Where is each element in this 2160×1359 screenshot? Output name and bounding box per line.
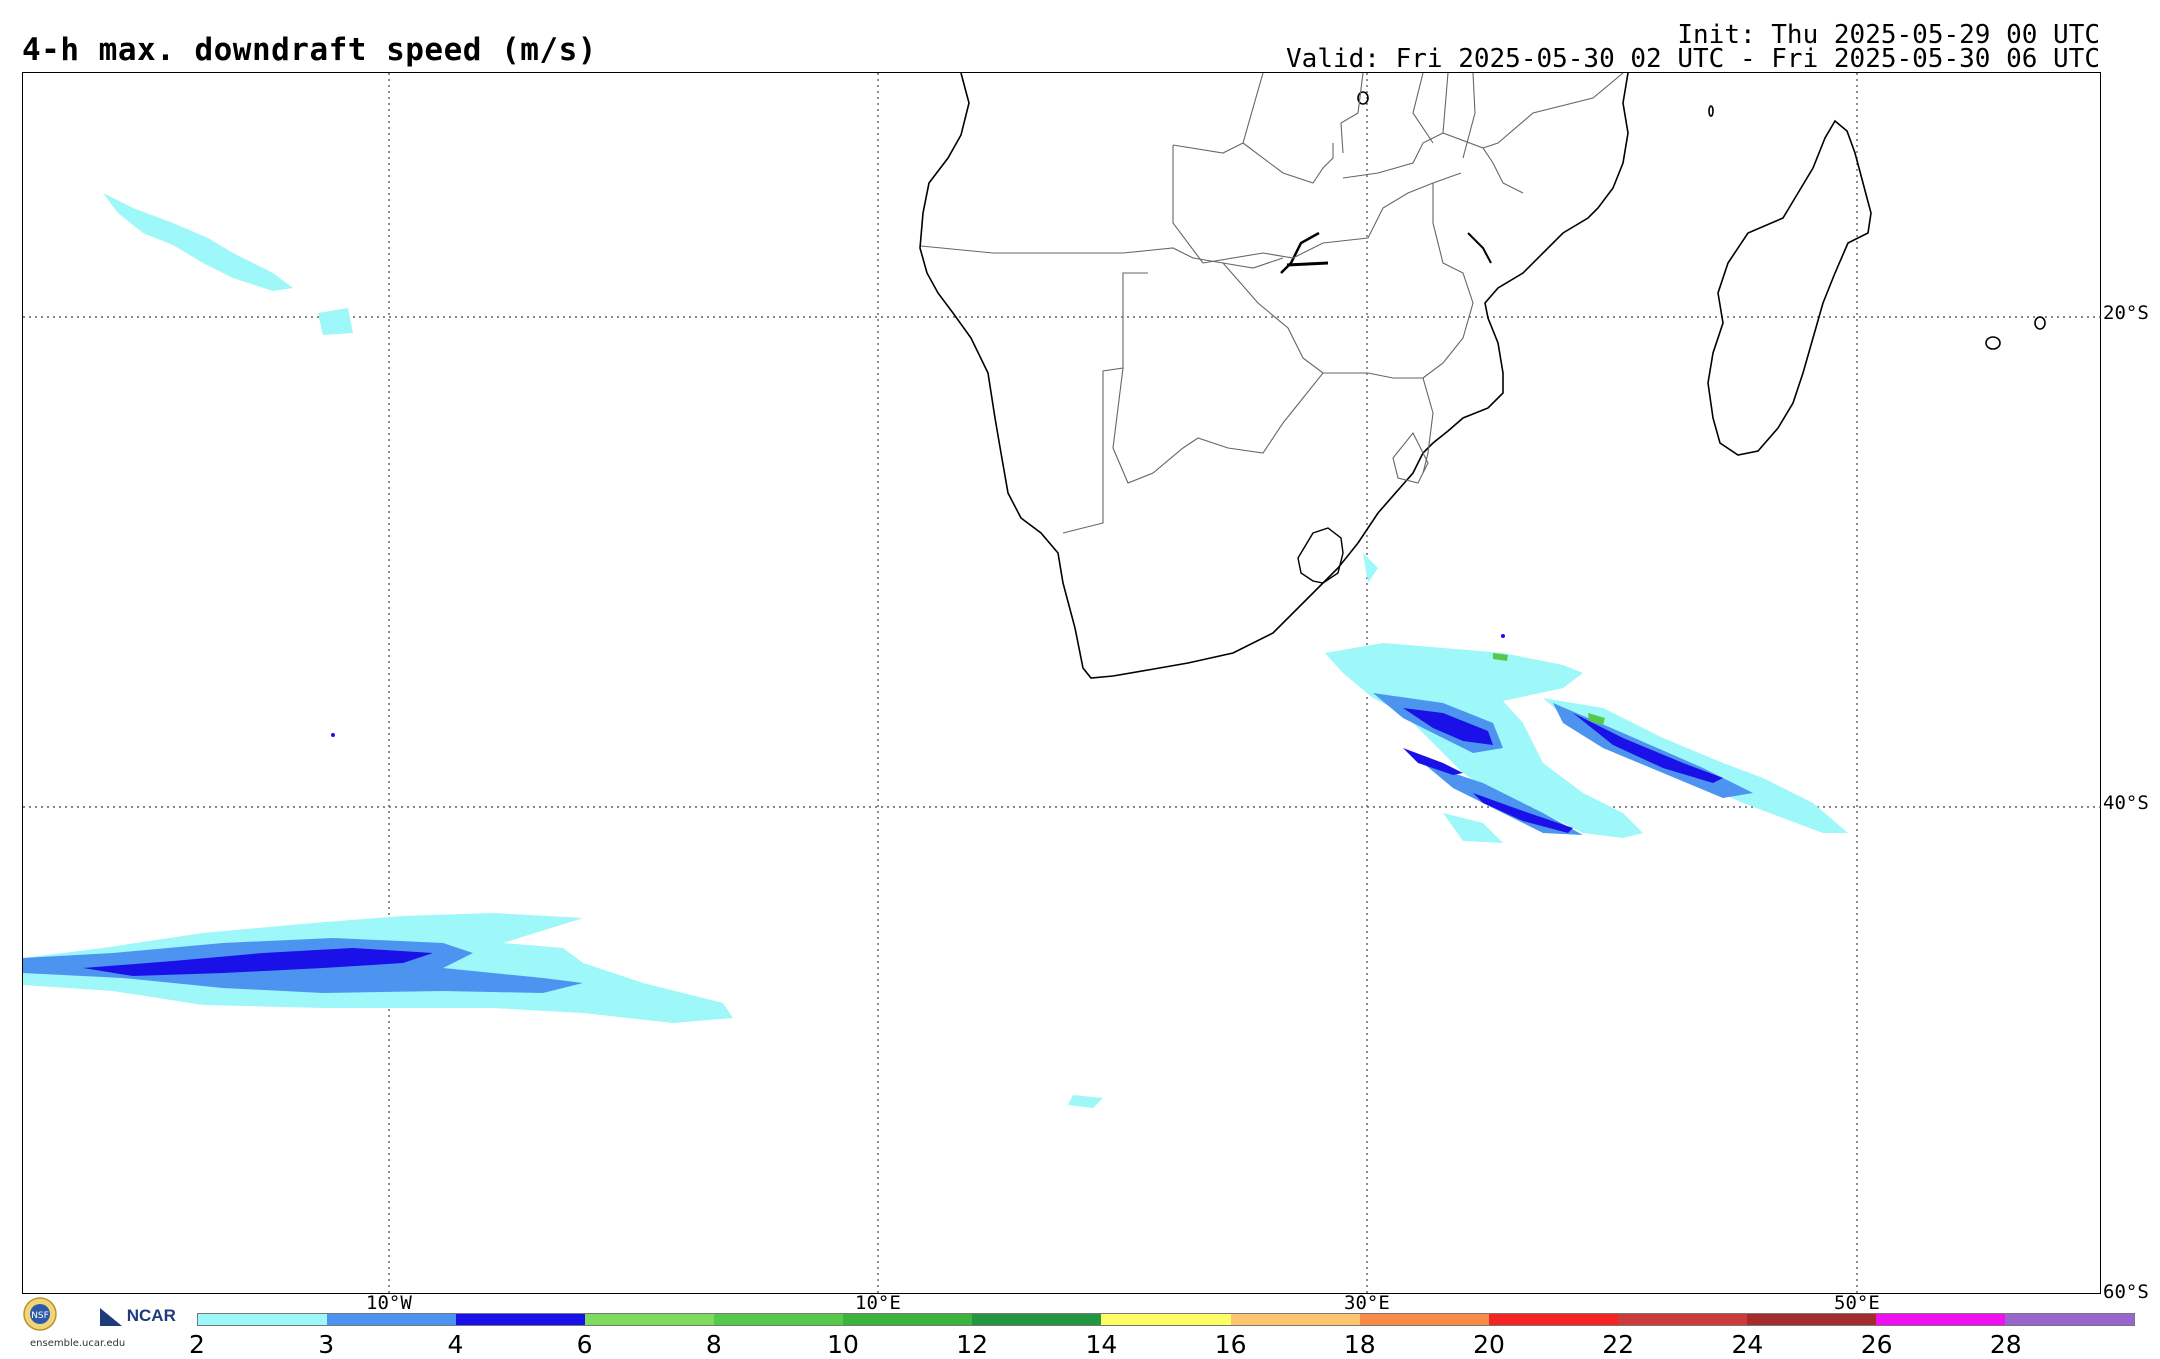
colorbar-swatch xyxy=(714,1314,844,1325)
lat-label-20s: 20°S xyxy=(2103,302,2149,324)
comoros-island xyxy=(1708,105,1714,117)
colorbar-swatch xyxy=(1230,1314,1360,1325)
colorbar-tick-label: 26 xyxy=(1860,1330,1893,1359)
reunion-island xyxy=(1985,336,2001,350)
mauritius-island xyxy=(2034,316,2046,330)
lon-label-10e: 10°E xyxy=(855,1292,901,1314)
map-canvas xyxy=(23,73,2102,1295)
colorbar-tick-label: 3 xyxy=(318,1330,335,1359)
colorbar-swatch xyxy=(1746,1314,1876,1325)
colorbar-swatch xyxy=(1617,1314,1747,1325)
colorbar-tick-label: 22 xyxy=(1602,1330,1635,1359)
colorbar-tick-label: 20 xyxy=(1473,1330,1505,1359)
colorbar-tick-label: 12 xyxy=(956,1330,989,1359)
colorbar-tick-label: 18 xyxy=(1343,1330,1376,1359)
lat-label-40s: 40°S xyxy=(2103,792,2149,814)
lat-label-60s: 60°S xyxy=(2103,1281,2149,1303)
colorbar-tick-label: 28 xyxy=(1989,1330,2022,1359)
downdraft-shading-3-4 xyxy=(23,693,1753,993)
colorbar-tick-label: 2 xyxy=(189,1330,205,1359)
colorbar-tick-label: 16 xyxy=(1214,1330,1247,1359)
svg-text:NSF: NSF xyxy=(31,1311,49,1321)
colorbar-swatch xyxy=(2004,1314,2134,1325)
lake-malawi xyxy=(1357,91,1369,105)
colorbar-swatch xyxy=(972,1314,1102,1325)
colorbar-tick-label: 14 xyxy=(1085,1330,1118,1359)
colorbar-swatch xyxy=(1101,1314,1231,1325)
colorbar-tick-label: 6 xyxy=(576,1330,593,1359)
colorbar-swatch xyxy=(456,1314,586,1325)
colorbar-swatch xyxy=(1488,1314,1618,1325)
africa-coastline xyxy=(919,73,1629,679)
colorbar-swatch xyxy=(585,1314,715,1325)
colorbar-swatch xyxy=(1359,1314,1489,1325)
downdraft-shading-4-6 xyxy=(83,708,1723,976)
lon-label-50e: 50°E xyxy=(1834,1292,1880,1314)
lon-label-10w: 10°W xyxy=(366,1292,412,1314)
map-title: 4-h max. downdraft speed (m/s) xyxy=(22,32,597,68)
colorbar-tick-label: 10 xyxy=(827,1330,859,1359)
colorbar-swatch xyxy=(327,1314,457,1325)
ncar-logo: NCAR xyxy=(100,1306,176,1326)
nsf-logo: NSF xyxy=(22,1296,58,1336)
colorbar-swatch xyxy=(843,1314,973,1325)
colorbar-swatch xyxy=(198,1314,328,1325)
valid-time: Valid: Fri 2025-05-30 02 UTC - Fri 2025-… xyxy=(1286,44,2100,74)
init-time: Init: Thu 2025-05-29 00 UTC xyxy=(1677,20,2100,50)
colorbar-swatch xyxy=(1875,1314,2005,1325)
site-url: ensemble.ucar.edu xyxy=(30,1338,126,1349)
colorbar xyxy=(197,1313,2135,1326)
map-panel[interactable] xyxy=(22,72,2102,1295)
madagascar xyxy=(1707,119,1872,456)
colorbar-tick-label: 24 xyxy=(1731,1330,1764,1359)
graticule xyxy=(23,73,2102,1295)
lon-label-30e: 30°E xyxy=(1344,1292,1390,1314)
downdraft-shading-8-10 xyxy=(1493,653,1605,725)
colorbar-tick-label: 8 xyxy=(705,1330,722,1359)
colorbar-tick-label: 4 xyxy=(447,1330,464,1359)
country-borders xyxy=(920,73,1624,584)
